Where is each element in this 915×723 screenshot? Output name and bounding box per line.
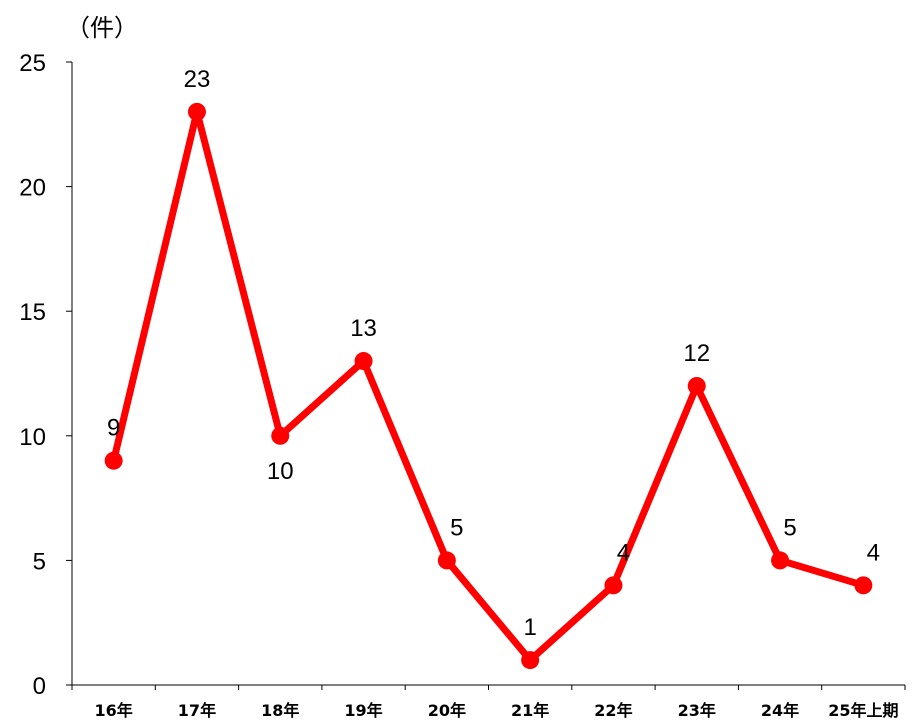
- data-label: 4: [867, 539, 880, 566]
- x-tick-label: 19年: [344, 701, 382, 720]
- data-label: 23: [184, 66, 211, 93]
- data-point: [187, 102, 206, 121]
- data-point: [437, 551, 456, 570]
- data-label: 9: [107, 415, 120, 442]
- data-point: [687, 376, 706, 395]
- data-label: 13: [350, 315, 377, 342]
- y-tick-label: 0: [33, 673, 46, 700]
- data-point: [604, 576, 623, 595]
- y-axis-ticks: 0 5 10 15 20 25: [19, 50, 72, 700]
- x-tick-label: 25年上期: [828, 701, 898, 720]
- y-tick-label: 25: [19, 50, 46, 77]
- data-label: 5: [450, 514, 463, 541]
- data-point: [854, 576, 873, 595]
- series-points: [104, 102, 873, 670]
- y-tick-label: 10: [19, 424, 46, 451]
- x-tick-label: 18年: [261, 701, 299, 720]
- data-point: [771, 551, 790, 570]
- x-tick-label: 16年: [95, 701, 133, 720]
- x-tick-label: 20年: [428, 701, 466, 720]
- data-label: 10: [267, 458, 294, 485]
- data-point: [521, 651, 540, 670]
- x-tick-label: 17年: [178, 701, 216, 720]
- data-label: 5: [783, 514, 796, 541]
- y-tick-label: 20: [19, 175, 46, 202]
- data-label: 12: [683, 340, 710, 367]
- y-tick-label: 15: [19, 299, 46, 326]
- y-tick-label: 5: [33, 548, 46, 575]
- data-point: [104, 451, 123, 470]
- data-labels: 9 23 10 13 5 1 4 12 5 4: [107, 66, 880, 641]
- series-line-path: [110, 110, 865, 666]
- x-axis-ticks: 16年 17年 18年 19年 20年 21年 22年 23年 24年 25年上期: [71, 685, 906, 720]
- series-line: [110, 110, 865, 666]
- data-point: [354, 352, 373, 371]
- axes: [71, 62, 905, 686]
- data-label: 1: [523, 614, 536, 641]
- x-tick-label: 21年: [511, 701, 549, 720]
- x-tick-label: 22年: [594, 701, 632, 720]
- y-axis-unit-label: （件）: [66, 14, 138, 42]
- data-point: [271, 426, 290, 445]
- x-tick-label: 23年: [678, 701, 716, 720]
- data-label: 4: [617, 539, 630, 566]
- x-tick-label: 24年: [761, 701, 799, 720]
